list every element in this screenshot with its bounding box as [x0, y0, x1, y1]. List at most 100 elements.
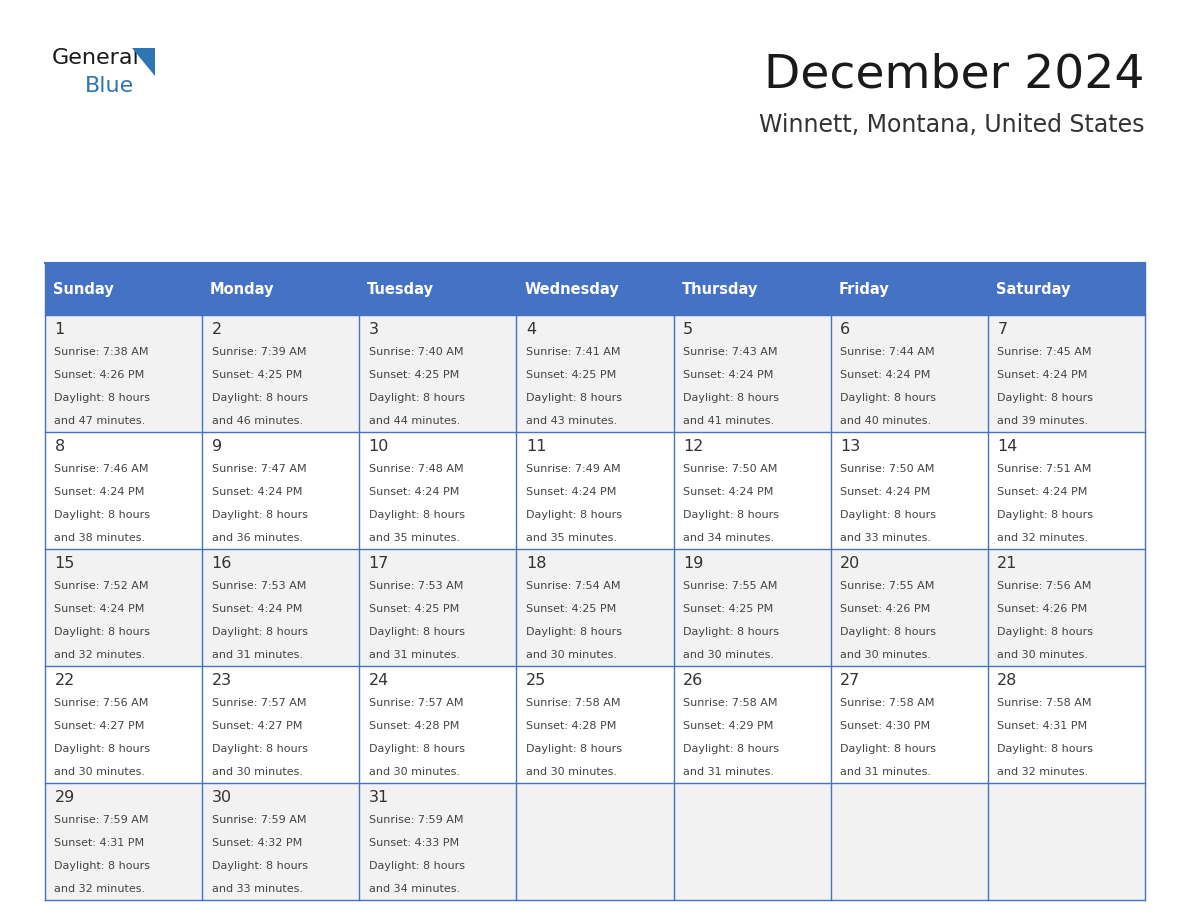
Text: Sunset: 4:24 PM: Sunset: 4:24 PM: [211, 487, 302, 497]
Text: Sunrise: 7:45 AM: Sunrise: 7:45 AM: [997, 347, 1092, 357]
Text: Sunset: 4:25 PM: Sunset: 4:25 PM: [526, 370, 617, 380]
Text: Daylight: 8 hours: Daylight: 8 hours: [840, 744, 936, 754]
Text: Sunset: 4:26 PM: Sunset: 4:26 PM: [55, 370, 145, 380]
Text: Sunset: 4:24 PM: Sunset: 4:24 PM: [55, 487, 145, 497]
Text: and 32 minutes.: and 32 minutes.: [997, 533, 1088, 543]
Text: Wednesday: Wednesday: [524, 282, 619, 297]
Bar: [830, 432, 988, 549]
Text: Sunset: 4:25 PM: Sunset: 4:25 PM: [211, 370, 302, 380]
Text: 12: 12: [683, 439, 703, 454]
Text: Blue: Blue: [86, 76, 134, 96]
Text: 18: 18: [526, 556, 546, 571]
Text: Sunrise: 7:41 AM: Sunrise: 7:41 AM: [526, 347, 620, 357]
Text: Daylight: 8 hours: Daylight: 8 hours: [683, 627, 779, 637]
Bar: [988, 432, 1145, 549]
Text: Thursday: Thursday: [682, 282, 758, 297]
Bar: [45, 432, 202, 549]
Text: Daylight: 8 hours: Daylight: 8 hours: [55, 510, 151, 520]
Text: 4: 4: [526, 322, 536, 337]
Bar: [988, 315, 1145, 432]
Text: 26: 26: [683, 673, 703, 688]
Text: and 33 minutes.: and 33 minutes.: [211, 884, 303, 894]
Text: and 30 minutes.: and 30 minutes.: [840, 650, 931, 660]
Bar: [830, 263, 988, 315]
Text: Sunrise: 7:58 AM: Sunrise: 7:58 AM: [840, 698, 935, 708]
Text: Daylight: 8 hours: Daylight: 8 hours: [55, 393, 151, 403]
Text: Winnett, Montana, United States: Winnett, Montana, United States: [759, 113, 1145, 137]
Text: Sunrise: 7:51 AM: Sunrise: 7:51 AM: [997, 464, 1092, 474]
Text: Sunrise: 7:50 AM: Sunrise: 7:50 AM: [683, 464, 777, 474]
Bar: [988, 783, 1145, 900]
Bar: [202, 263, 359, 315]
Text: Sunset: 4:28 PM: Sunset: 4:28 PM: [368, 721, 459, 731]
Text: Daylight: 8 hours: Daylight: 8 hours: [368, 393, 465, 403]
Text: Sunset: 4:26 PM: Sunset: 4:26 PM: [997, 604, 1087, 614]
Polygon shape: [132, 48, 154, 76]
Bar: [45, 666, 202, 783]
Text: and 34 minutes.: and 34 minutes.: [368, 884, 460, 894]
Bar: [517, 549, 674, 666]
Text: Sunset: 4:27 PM: Sunset: 4:27 PM: [55, 721, 145, 731]
Text: and 34 minutes.: and 34 minutes.: [683, 533, 775, 543]
Text: and 30 minutes.: and 30 minutes.: [55, 767, 145, 777]
Text: Sunrise: 7:53 AM: Sunrise: 7:53 AM: [211, 581, 307, 591]
Text: 19: 19: [683, 556, 703, 571]
Text: Sunset: 4:24 PM: Sunset: 4:24 PM: [526, 487, 617, 497]
Text: Daylight: 8 hours: Daylight: 8 hours: [368, 744, 465, 754]
Text: Daylight: 8 hours: Daylight: 8 hours: [526, 393, 621, 403]
Text: 6: 6: [840, 322, 851, 337]
Text: Daylight: 8 hours: Daylight: 8 hours: [368, 861, 465, 871]
Text: Daylight: 8 hours: Daylight: 8 hours: [840, 510, 936, 520]
Bar: [202, 666, 359, 783]
Text: Daylight: 8 hours: Daylight: 8 hours: [683, 393, 779, 403]
Bar: [359, 315, 517, 432]
Text: Sunrise: 7:58 AM: Sunrise: 7:58 AM: [997, 698, 1092, 708]
Text: Daylight: 8 hours: Daylight: 8 hours: [526, 627, 621, 637]
Text: and 35 minutes.: and 35 minutes.: [368, 533, 460, 543]
Text: Sunrise: 7:52 AM: Sunrise: 7:52 AM: [55, 581, 148, 591]
Text: 17: 17: [368, 556, 390, 571]
Bar: [517, 315, 674, 432]
Bar: [674, 263, 830, 315]
Text: Sunrise: 7:56 AM: Sunrise: 7:56 AM: [55, 698, 148, 708]
Text: Sunset: 4:24 PM: Sunset: 4:24 PM: [840, 487, 930, 497]
Text: Daylight: 8 hours: Daylight: 8 hours: [211, 627, 308, 637]
Text: Sunrise: 7:40 AM: Sunrise: 7:40 AM: [368, 347, 463, 357]
Text: Sunrise: 7:44 AM: Sunrise: 7:44 AM: [840, 347, 935, 357]
Text: and 44 minutes.: and 44 minutes.: [368, 416, 460, 426]
Text: 1: 1: [55, 322, 64, 337]
Text: and 38 minutes.: and 38 minutes.: [55, 533, 146, 543]
Text: Sunset: 4:26 PM: Sunset: 4:26 PM: [840, 604, 930, 614]
Text: Daylight: 8 hours: Daylight: 8 hours: [997, 744, 1093, 754]
Text: and 47 minutes.: and 47 minutes.: [55, 416, 146, 426]
Bar: [517, 783, 674, 900]
Text: Sunset: 4:28 PM: Sunset: 4:28 PM: [526, 721, 617, 731]
Text: 20: 20: [840, 556, 860, 571]
Text: Friday: Friday: [839, 282, 890, 297]
Text: Sunrise: 7:54 AM: Sunrise: 7:54 AM: [526, 581, 620, 591]
Bar: [359, 263, 517, 315]
Text: Sunset: 4:31 PM: Sunset: 4:31 PM: [997, 721, 1087, 731]
Text: Sunrise: 7:59 AM: Sunrise: 7:59 AM: [368, 815, 463, 825]
Text: Sunset: 4:25 PM: Sunset: 4:25 PM: [368, 604, 459, 614]
Text: 7: 7: [997, 322, 1007, 337]
Text: Sunrise: 7:49 AM: Sunrise: 7:49 AM: [526, 464, 620, 474]
Text: Sunrise: 7:55 AM: Sunrise: 7:55 AM: [683, 581, 777, 591]
Bar: [359, 783, 517, 900]
Text: Sunset: 4:24 PM: Sunset: 4:24 PM: [997, 370, 1088, 380]
Text: Daylight: 8 hours: Daylight: 8 hours: [997, 393, 1093, 403]
Text: 31: 31: [368, 790, 388, 805]
Text: Sunset: 4:25 PM: Sunset: 4:25 PM: [683, 604, 773, 614]
Bar: [674, 666, 830, 783]
Text: Sunset: 4:24 PM: Sunset: 4:24 PM: [683, 487, 773, 497]
Bar: [830, 783, 988, 900]
Text: and 31 minutes.: and 31 minutes.: [683, 767, 775, 777]
Text: and 30 minutes.: and 30 minutes.: [526, 767, 617, 777]
Text: and 32 minutes.: and 32 minutes.: [55, 884, 146, 894]
Text: Daylight: 8 hours: Daylight: 8 hours: [683, 510, 779, 520]
Text: and 40 minutes.: and 40 minutes.: [840, 416, 931, 426]
Text: 8: 8: [55, 439, 64, 454]
Bar: [830, 666, 988, 783]
Text: and 31 minutes.: and 31 minutes.: [211, 650, 303, 660]
Text: and 32 minutes.: and 32 minutes.: [55, 650, 146, 660]
